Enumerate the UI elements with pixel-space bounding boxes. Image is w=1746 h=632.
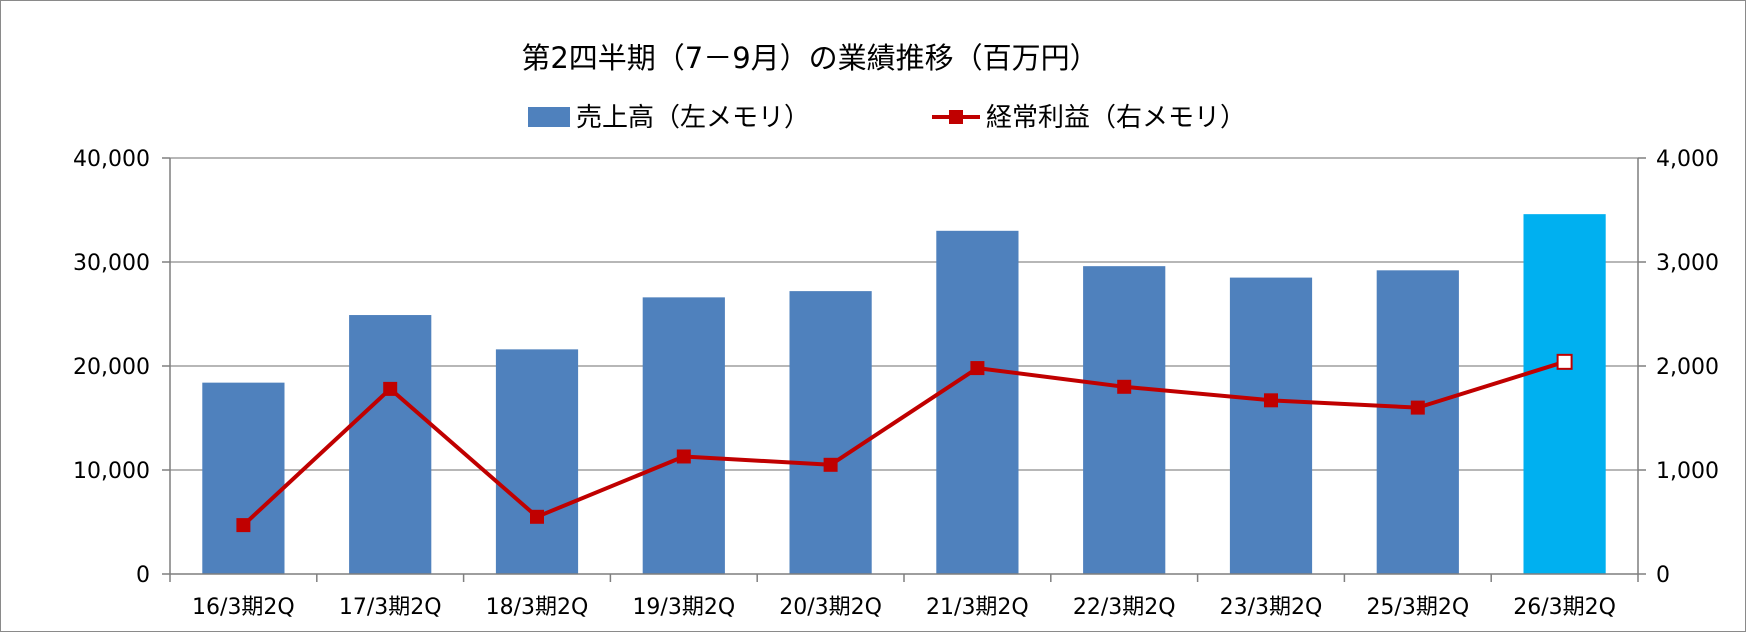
legend-swatch-profit-marker [949,110,963,124]
profit-point-8 [1264,393,1278,408]
bar-2 [349,315,432,574]
x-tick-label-3: 18/3期2Q [486,595,589,620]
x-tick-label-10: 26/3期2Q [1513,595,1616,620]
x-tick-label-2: 17/3期2Q [339,595,442,620]
bar-1 [202,382,285,574]
x-tick-label-7: 22/3期2Q [1073,595,1176,620]
profit-point-5 [823,457,838,472]
profit-point-10 [1556,353,1573,370]
profit-point-2 [383,381,398,396]
y-right-tick-label-3: 3,000 [1656,251,1719,276]
profit-point-9 [1410,400,1425,415]
y-left-tick-label-2: 20,000 [73,355,150,380]
legend: 売上高（左メモリ） 経常利益（右メモリ） [528,103,1246,133]
bar-4 [642,297,725,574]
y-right-tick-label-1: 1,000 [1656,459,1719,484]
profit-point-6 [970,361,985,376]
x-tick-label-9: 25/3期2Q [1366,595,1469,620]
chart-title: 第2四半期（7－9月）の業績推移（百万円） [521,41,1098,75]
y-left-tick-label-1: 10,000 [73,459,150,484]
bar-9 [1376,270,1459,574]
profit-point-4 [676,449,691,464]
line-series-profit [236,353,1573,533]
bar-6 [936,230,1019,575]
profit-point-1 [236,518,251,533]
x-tick-label-5: 20/3期2Q [779,595,882,620]
bar-3 [495,349,579,574]
x-tick-label-4: 19/3期2Q [632,595,735,620]
y-axis-left-tick-labels: 0 10,000 20,000 30,000 40,000 [73,147,150,588]
y-left-tick-label-0: 0 [136,563,150,588]
profit-point-7 [1117,379,1132,394]
x-tick-label-8: 23/3期2Q [1220,595,1323,620]
y-right-tick-label-2: 2,000 [1656,355,1719,380]
bar-5 [789,291,872,574]
legend-swatch-sales [528,107,570,127]
axes [162,157,1646,582]
legend-label-profit: 経常利益（右メモリ） [986,103,1246,133]
y-left-tick-label-4: 40,000 [73,147,150,172]
bar-7 [1083,266,1166,574]
profit-line [242,359,1566,527]
x-tick-label-6: 21/3期2Q [926,595,1029,620]
y-right-tick-label-0: 0 [1656,563,1670,588]
profit-point-3 [530,509,544,524]
y-left-tick-label-3: 30,000 [73,251,150,276]
bar-10 [1523,214,1606,574]
y-right-tick-label-4: 4,000 [1656,147,1719,172]
x-tick-label-1: 16/3期2Q [192,595,295,620]
bar-8 [1229,277,1313,574]
bars-sales [202,214,1606,575]
y-axis-right-tick-labels: 0 1,000 2,000 3,000 4,000 [1656,147,1719,588]
legend-label-sales: 売上高（左メモリ） [576,103,810,133]
x-axis-tick-labels: 16/3期2Q 17/3期2Q 18/3期2Q 19/3期2Q 20/3期2Q 21/3期… [192,595,1616,620]
